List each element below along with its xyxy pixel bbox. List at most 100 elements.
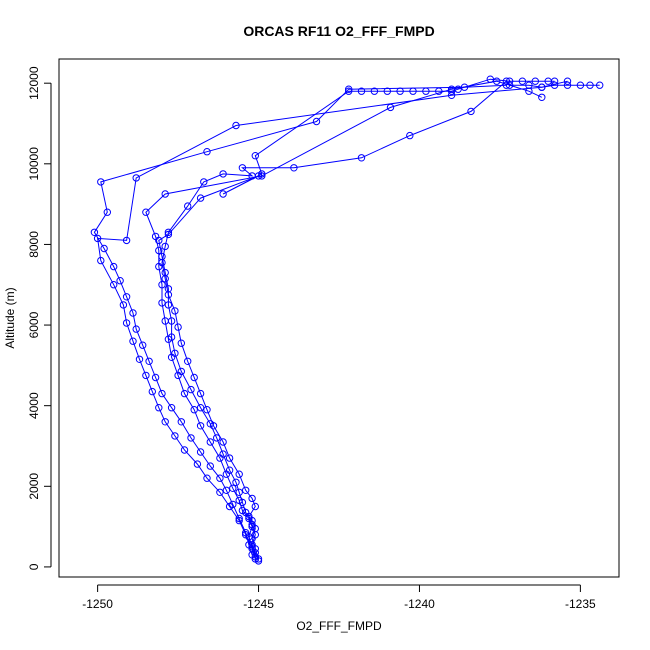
data-point [238,164,247,172]
y-tick-label: 6000 [27,311,41,338]
data-point [132,325,140,333]
series-line [161,80,600,562]
data-point [139,341,147,349]
y-axis: 0 2000 4000 6000 8000 10000 12000 [27,66,52,570]
data-point [155,246,163,255]
data-point [164,335,173,343]
series-line [93,84,507,555]
data-point [100,244,108,253]
data-point [97,256,105,265]
data-point [232,478,240,486]
data-point [196,404,205,412]
data-point [180,389,189,398]
data-point [161,317,169,325]
data-point [216,474,224,482]
data-point [357,154,366,162]
data-point [187,434,195,442]
data-point [222,486,231,494]
chart-title: ORCAS RF11 O2_FFF_FMPD [243,23,434,39]
data-point [229,484,237,492]
data-point [132,174,140,182]
data-point [203,148,211,156]
data-point [148,387,157,396]
series-5 [93,77,572,563]
data-point [251,502,260,511]
data-point [235,496,243,505]
data-point [129,309,137,317]
data-point [447,91,456,100]
data-point [596,81,604,89]
data-point [196,194,205,202]
x-tick-label: -1250 [82,597,113,611]
plot-series [90,75,604,565]
x-axis: -1250 -1245 -1240 -1235 [82,584,596,611]
data-point [196,422,205,430]
data-point [110,262,118,271]
data-point [203,474,211,482]
data-point [196,389,205,398]
data-point [142,371,150,380]
data-point [190,406,198,414]
x-tick-label: -1240 [404,597,435,611]
data-point [242,531,250,539]
data-point [238,506,247,515]
data-point [206,462,215,470]
data-point [116,277,124,285]
data-point [196,448,205,456]
data-point [93,234,102,243]
data-point [219,170,227,178]
data-point [151,232,160,241]
data-point [174,323,182,331]
data-point [171,307,179,315]
y-tick-label: 12000 [27,66,41,100]
data-point [110,281,118,289]
series-line [97,80,568,560]
data-point [164,230,173,239]
data-point [155,404,163,412]
data-point [383,87,391,95]
data-point [225,502,234,511]
data-point [213,434,221,442]
data-point [538,83,546,91]
data-point [216,488,224,496]
data-point [370,87,379,95]
data-point [518,77,527,85]
data-point [167,353,176,361]
y-tick-label: 4000 [27,392,41,419]
data-point [158,299,166,307]
data-point [248,494,256,503]
data-point [190,373,198,382]
y-tick-label: 10000 [27,147,41,181]
data-point [158,281,166,289]
data-point [245,514,253,523]
data-point [563,81,572,89]
data-point [586,81,594,89]
data-point [177,339,186,347]
series-line [145,80,543,557]
data-point [119,301,128,309]
data-point [248,545,256,553]
data-point [538,93,546,102]
series-line [158,78,555,560]
data-point [493,77,501,85]
data-point [242,486,250,494]
data-point [151,373,160,382]
data-point [219,190,227,198]
data-point [576,81,585,89]
data-point [502,81,511,89]
data-point [164,228,173,237]
data-point [180,446,189,454]
data-point [122,293,131,301]
data-point [161,190,169,198]
y-axis-label: Altitude (m) [3,287,17,348]
data-point [460,83,469,91]
data-point [406,131,414,140]
data-point [219,438,227,446]
data-point [251,152,260,160]
data-point [312,117,321,126]
data-point [97,178,105,186]
x-tick-label: -1245 [243,597,274,611]
data-point [177,418,186,426]
data-point [122,319,131,327]
